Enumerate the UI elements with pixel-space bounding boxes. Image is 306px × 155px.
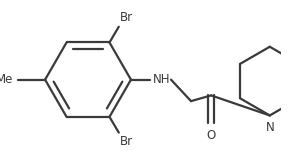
Text: Br: Br xyxy=(120,135,133,148)
Text: Me: Me xyxy=(0,73,13,86)
Text: N: N xyxy=(265,121,274,134)
Text: O: O xyxy=(207,129,216,142)
Text: O: O xyxy=(305,56,306,69)
Text: NH: NH xyxy=(153,73,171,86)
Text: Br: Br xyxy=(120,11,133,24)
